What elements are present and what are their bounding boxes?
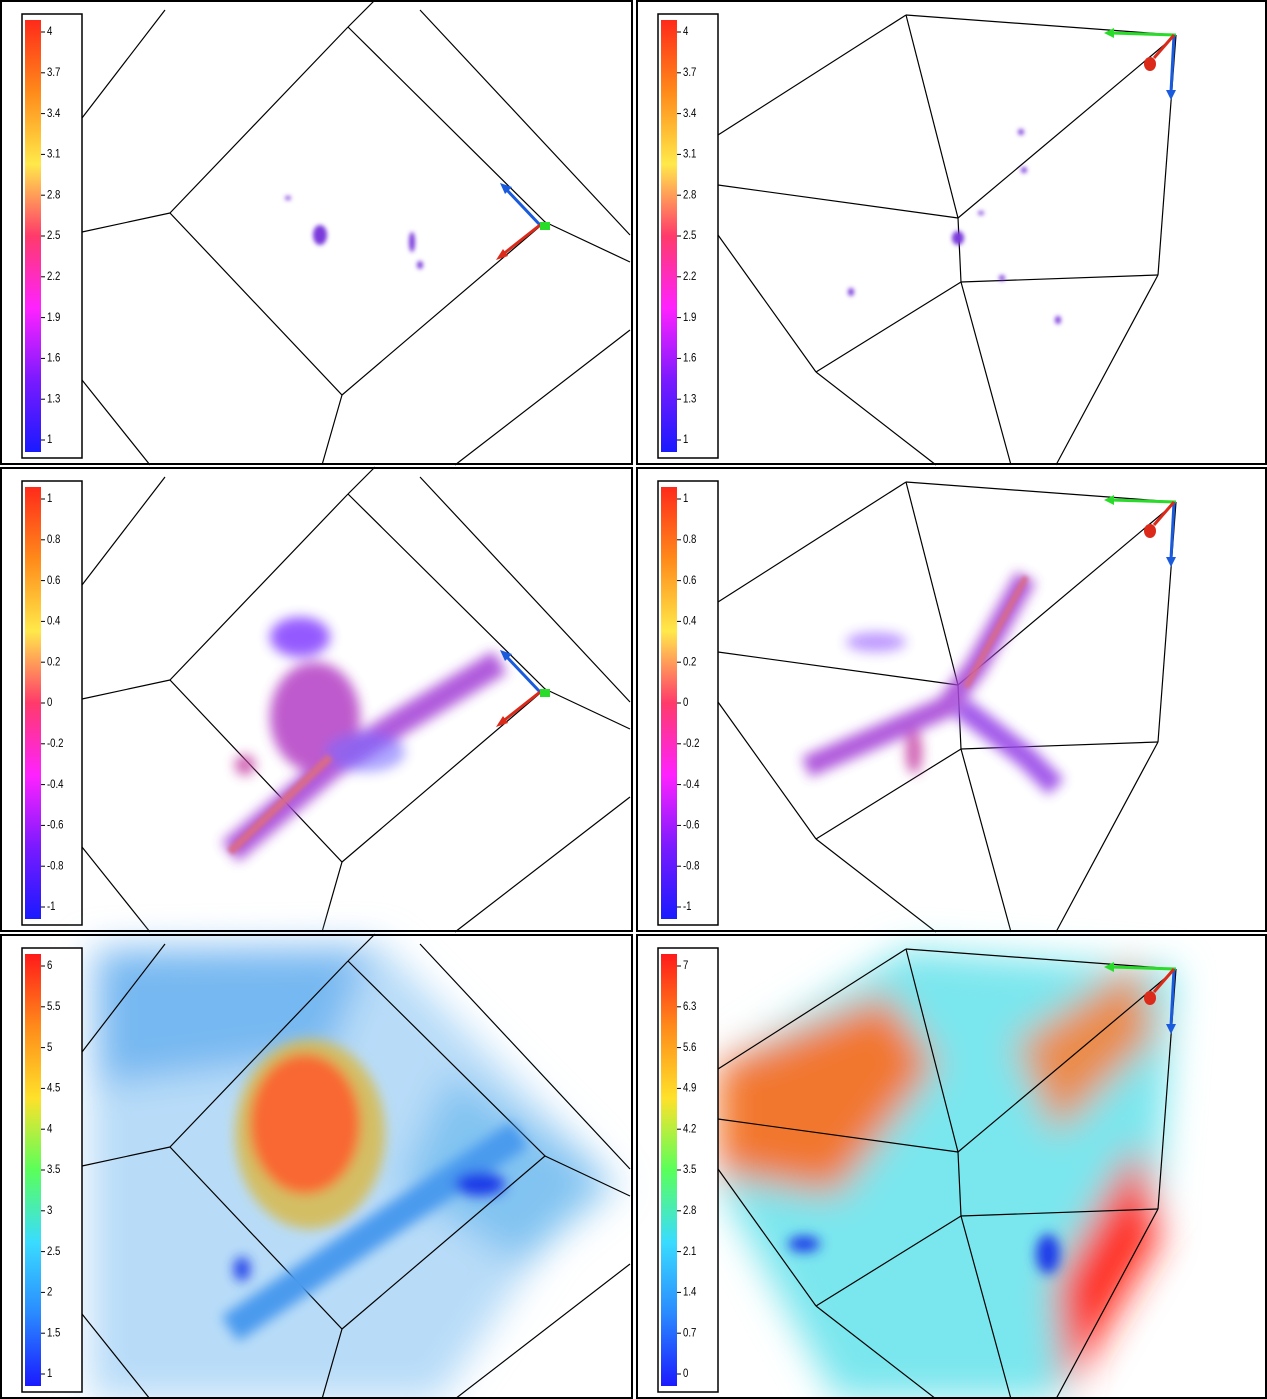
colorbar-tick-label: 0.4 — [683, 615, 696, 628]
colorbar-tick-label: 2.5 — [47, 1245, 60, 1258]
colorbar-tick-label: 0.2 — [47, 655, 60, 668]
colorbar-tick-label: 6 — [47, 959, 52, 972]
colorbar-tick-label: 2.8 — [683, 1204, 696, 1217]
colorbar-tick-label: 4.5 — [47, 1082, 60, 1095]
panel: 6 5.5 5 4.5 4 3.5 3 2.5 2 1.5 1 — [22, 934, 630, 1399]
colorbar-tick-label: 2.2 — [47, 270, 60, 283]
colorbar-tick-label: 1.9 — [683, 311, 696, 324]
colorbar-tick-label: -0.6 — [47, 819, 64, 832]
colorbar-tick-label: 0.6 — [47, 574, 60, 587]
colorbar-tick-label: 2.5 — [683, 229, 696, 242]
colorbar-tick-label: 0.8 — [683, 533, 696, 546]
colorbar-tick-label: 4 — [47, 25, 52, 38]
colorbar-tick-label: 4.2 — [683, 1122, 696, 1135]
colorbar-tick-label: 1.6 — [47, 352, 60, 365]
colorbar-tick-label: -0.8 — [47, 859, 64, 872]
colorbar-tick-label: 4 — [47, 1122, 52, 1135]
page: 4 3.7 3.4 3.1 2.8 2.5 2.2 1.9 1.6 1.3 1 4 3.7 3.4 3.1… — [0, 0, 1267, 1399]
colorbar-tick-label: 1.3 — [47, 392, 60, 405]
colorbar-tick-label: 1 — [47, 1367, 52, 1380]
colorbar-tick-label: 1 — [683, 433, 688, 446]
colorbar-tick-label: 3.1 — [683, 148, 696, 161]
colorbar-tick-label: 1.3 — [683, 392, 696, 405]
colorbar-tick-label: 3.5 — [683, 1163, 696, 1176]
colorbar-tick-label: -0.4 — [683, 778, 700, 791]
colorbar-tick-label: -1 — [683, 900, 692, 913]
panel: 4 3.7 3.4 3.1 2.8 2.5 2.2 1.9 1.6 1.3 1 — [22, 0, 630, 465]
colorbar-tick-label: -0.2 — [47, 737, 64, 750]
colorbar-tick-label: 1 — [47, 492, 52, 505]
colorbar-tick-label: 5 — [47, 1041, 52, 1054]
colorbar-tick-label: 1 — [47, 433, 52, 446]
panel: 7 6.3 5.6 4.9 4.2 3.5 2.8 2.1 1.4 0.7 0 — [658, 948, 1176, 1399]
colorbar-tick-label: 1.9 — [47, 311, 60, 324]
colorbar-tick-label: -0.6 — [683, 819, 700, 832]
colorbar — [661, 20, 677, 452]
colorbar-tick-label: -1 — [47, 900, 56, 913]
colorbar-tick-label: 2 — [47, 1286, 52, 1299]
colorbar-tick-label: 0.6 — [683, 574, 696, 587]
colorbar — [25, 954, 41, 1386]
colorbar-tick-label: 2.5 — [47, 229, 60, 242]
colorbar-tick-label: 2.2 — [683, 270, 696, 283]
panel: 1 0.8 0.6 0.4 0.2 0 -0.2 -0.4 -0.6 -0.8 -1 — [22, 467, 630, 932]
colorbar-tick-label: 0 — [683, 1367, 688, 1380]
colorbar-tick-label: 1.6 — [683, 352, 696, 365]
colorbar-tick-label: 3 — [47, 1204, 52, 1217]
colorbar-tick-label: 0 — [683, 696, 688, 709]
colorbar — [661, 487, 677, 919]
colorbar-tick-label: 2.8 — [683, 188, 696, 201]
colorbar-tick-label: -0.2 — [683, 737, 700, 750]
colorbar-tick-label: -0.4 — [47, 778, 64, 791]
colorbar-tick-label: -0.8 — [683, 859, 700, 872]
colorbar-tick-label: 1 — [683, 492, 688, 505]
colorbar-tick-label: 1.4 — [683, 1286, 696, 1299]
colorbar-tick-label: 1.5 — [47, 1326, 60, 1339]
colorbar-tick-label: 3.1 — [47, 148, 60, 161]
colorbar-tick-label: 0.2 — [683, 655, 696, 668]
colorbar-tick-label: 7 — [683, 959, 688, 972]
colorbar-tick-label: 0.8 — [47, 533, 60, 546]
colorbar-tick-label: 4 — [683, 25, 688, 38]
figure: 4 3.7 3.4 3.1 2.8 2.5 2.2 1.9 1.6 1.3 1 4 3.7 3.4 3.1… — [0, 0, 1267, 1399]
colorbar-tick-label: 6.3 — [683, 1000, 696, 1013]
colorbar-tick-label: 5.5 — [47, 1000, 60, 1013]
colorbar-tick-label: 2.8 — [47, 188, 60, 201]
colorbar-tick-label: 2.1 — [683, 1245, 696, 1258]
colorbar-tick-label: 3.5 — [47, 1163, 60, 1176]
colorbar-tick-label: 0 — [47, 696, 52, 709]
colorbar-tick-label: 0.7 — [683, 1326, 696, 1339]
colorbar-tick-label: 0.4 — [47, 615, 60, 628]
colorbar-tick-label: 4.9 — [683, 1082, 696, 1095]
colorbar — [25, 20, 41, 452]
colorbar-tick-label: 3.4 — [683, 107, 696, 120]
panel: 4 3.7 3.4 3.1 2.8 2.5 2.2 1.9 1.6 1.3 1 — [658, 14, 1176, 465]
colorbar-tick-label: 3.7 — [683, 66, 696, 79]
colorbar-tick-label: 3.4 — [47, 107, 60, 120]
colorbar-tick-label: 3.7 — [47, 66, 60, 79]
colorbar — [25, 487, 41, 919]
colorbar — [661, 954, 677, 1386]
colorbar-tick-label: 5.6 — [683, 1041, 696, 1054]
panel: 1 0.8 0.6 0.4 0.2 0 -0.2 -0.4 -0.6 -0.8 -1 — [658, 481, 1176, 932]
